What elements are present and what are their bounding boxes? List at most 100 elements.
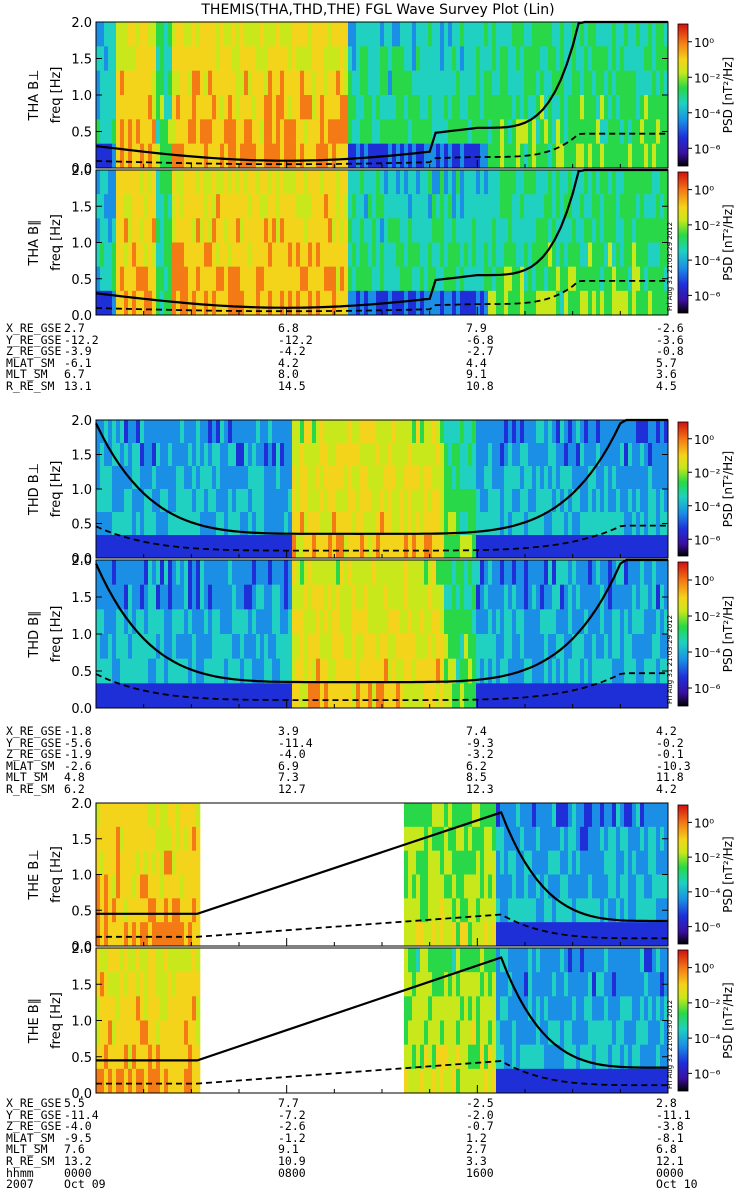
spectrogram-cell	[464, 803, 469, 828]
spectrogram-cell	[464, 948, 469, 973]
spectrogram-cell	[180, 46, 185, 71]
spectrogram-cell	[572, 95, 577, 120]
spectrogram-cell	[380, 22, 385, 47]
spectrogram-cell	[412, 46, 417, 71]
spectrogram-cell	[656, 420, 661, 444]
spectrogram-cell	[160, 22, 165, 47]
spectrogram-cell	[520, 70, 525, 96]
spectrogram-cell	[304, 266, 309, 292]
spectrogram-cell	[504, 266, 509, 292]
spectrogram-cell	[436, 1020, 441, 1045]
spectrogram-cell	[296, 143, 301, 169]
spectrogram-cell	[456, 143, 461, 169]
spectrogram-cell	[436, 46, 441, 71]
spectrogram-cell	[164, 898, 169, 923]
spectrogram-cell	[256, 22, 261, 47]
spectrogram-cell	[396, 584, 401, 610]
spectrogram-cell	[632, 242, 637, 267]
spectrogram-cell	[524, 1068, 529, 1094]
spectrogram-cell	[188, 560, 193, 585]
spectrogram-cell	[356, 46, 361, 71]
spectrogram-cell	[368, 22, 373, 47]
spectrogram-cell	[564, 584, 569, 610]
spectrogram-cell	[608, 489, 613, 513]
spectrogram-cell	[520, 922, 525, 947]
spectrogram-cell	[576, 266, 581, 292]
spectrogram-cell	[100, 1020, 105, 1045]
spectrogram-cell	[188, 948, 193, 973]
spectrogram-cell	[596, 996, 601, 1021]
spectrogram-cell	[212, 119, 217, 144]
spectrogram-cell	[364, 609, 369, 635]
spectrogram-cell	[156, 826, 161, 851]
spectrogram-cell	[532, 874, 537, 899]
spectrogram-cell	[120, 609, 125, 635]
spectrogram-cell	[344, 683, 349, 709]
spectrogram-cell	[508, 95, 513, 120]
spectrogram-cell	[240, 420, 245, 444]
spectrogram-cell	[132, 850, 137, 875]
spectrogram-cell	[512, 22, 517, 47]
spectrogram-cell	[488, 143, 493, 169]
spectrogram-cell	[488, 466, 493, 490]
spectrogram-cell	[616, 826, 621, 851]
spectrogram-cell	[116, 489, 121, 513]
spectrogram-cell	[180, 1020, 185, 1045]
spectrogram-cell	[232, 466, 237, 490]
spectrogram-cell	[608, 143, 613, 169]
spectrogram-cell	[292, 609, 297, 635]
spectrogram-cell	[104, 898, 109, 923]
colorbar	[677, 171, 689, 314]
spectrogram-cell	[556, 972, 561, 997]
spectrogram-cell	[608, 443, 613, 467]
spectrogram-cell	[324, 194, 329, 219]
spectrogram-cell	[404, 996, 409, 1021]
spectrogram-cell	[324, 609, 329, 635]
spectrogram-cell	[148, 560, 153, 585]
spectrogram-cell	[636, 46, 641, 71]
spectrogram-cell	[616, 46, 621, 71]
ephemeris-value: 12.1	[656, 1153, 684, 1168]
spectrogram-cell	[480, 170, 485, 195]
spectrogram-cell	[328, 420, 333, 444]
spectrogram-cell	[660, 948, 665, 973]
spectrogram-cell	[112, 996, 117, 1021]
spectrogram-cell	[476, 170, 481, 195]
spectrogram-cell	[188, 1020, 193, 1045]
spectrogram-cell	[320, 658, 325, 684]
spectrogram-cell	[276, 95, 281, 120]
spectrogram-cell	[660, 218, 665, 243]
spectrogram-cell	[652, 194, 657, 219]
spectrogram-cell	[152, 290, 157, 316]
spectrogram-cell	[560, 1044, 565, 1070]
spectrogram-cell	[544, 922, 549, 947]
spectrogram-cell	[256, 218, 261, 243]
spectrogram-cell	[584, 683, 589, 709]
spectrogram-cell	[380, 194, 385, 219]
spectrogram-cell	[520, 972, 525, 997]
spectrogram-cell	[416, 420, 421, 444]
spectrogram-cell	[448, 489, 453, 513]
spectrogram-cell	[180, 948, 185, 973]
spectrogram-cell	[480, 95, 485, 120]
spectrogram-cell	[636, 922, 641, 947]
spectrogram-cell	[236, 466, 241, 490]
spectrogram-cell	[484, 826, 489, 851]
spectrogram-cell	[440, 560, 445, 585]
spectrogram-cell	[632, 512, 637, 536]
spectrogram-cell	[316, 584, 321, 610]
spectrogram-cell	[268, 194, 273, 219]
spectrogram-cell	[584, 850, 589, 875]
spectrogram-cell	[604, 1020, 609, 1045]
spectrogram-cell	[284, 46, 289, 71]
spectrogram-cell	[636, 170, 641, 195]
spectrogram-cell	[300, 584, 305, 610]
spectrogram-cell	[144, 826, 149, 851]
spectrogram-cell	[648, 826, 653, 851]
colorbar-tick-label: 10⁻⁴	[694, 886, 721, 900]
spectrogram-cell	[308, 634, 313, 659]
spectrogram-cell	[320, 170, 325, 195]
spectrogram-cell	[152, 489, 157, 513]
spectrogram-cell	[528, 996, 533, 1021]
spectrogram-cell	[268, 584, 273, 610]
